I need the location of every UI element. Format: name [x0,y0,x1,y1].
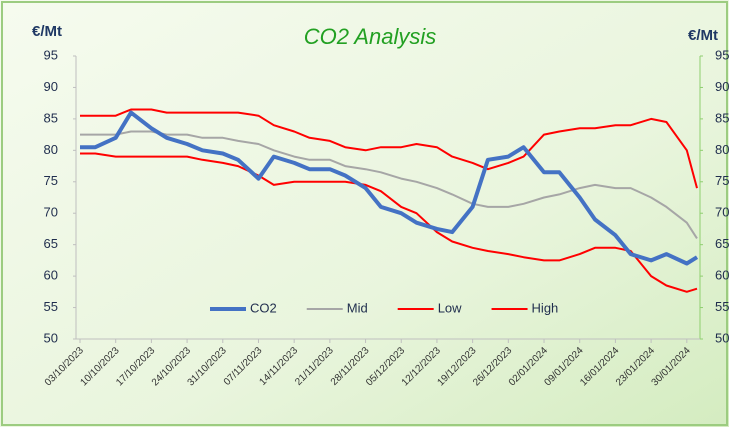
y-tick-label: 70 [44,205,58,220]
y-axis-label: €/Mt [32,23,62,40]
legend-label: Low [438,300,462,315]
y-tick-label: 65 [44,236,58,251]
y-tick-label: 95 [44,47,58,62]
y-tick-label: 85 [44,110,58,125]
y2-tick-label: 80 [715,142,729,157]
y2-tick-label: 95 [715,47,729,62]
y2-tick-label: 60 [715,268,729,283]
legend-label: CO2 [250,300,277,315]
y2-tick-label: 55 [715,299,729,314]
y2-tick-label: 90 [715,79,729,94]
series-line [80,110,699,266]
y-tick-label: 60 [44,268,58,283]
y2-tick-label: 50 [715,330,729,345]
chart-title: CO2 Analysis [304,24,436,49]
y-tick-label: 80 [44,142,58,157]
series-line [80,108,698,189]
series-line [80,152,698,293]
series-line [80,130,698,239]
y2-tick-label: 75 [715,173,729,188]
y2-tick-label: 70 [715,205,729,220]
legend-label: Mid [347,300,368,315]
legend-label: High [532,300,559,315]
y-tick-label: 75 [44,173,58,188]
y-tick-label: 50 [44,330,58,345]
y2-axis-label: €/Mt [688,27,718,44]
y-tick-label: 55 [44,299,58,314]
y-tick-label: 90 [44,79,58,94]
y2-tick-label: 65 [715,236,729,251]
y2-tick-label: 85 [715,110,729,125]
